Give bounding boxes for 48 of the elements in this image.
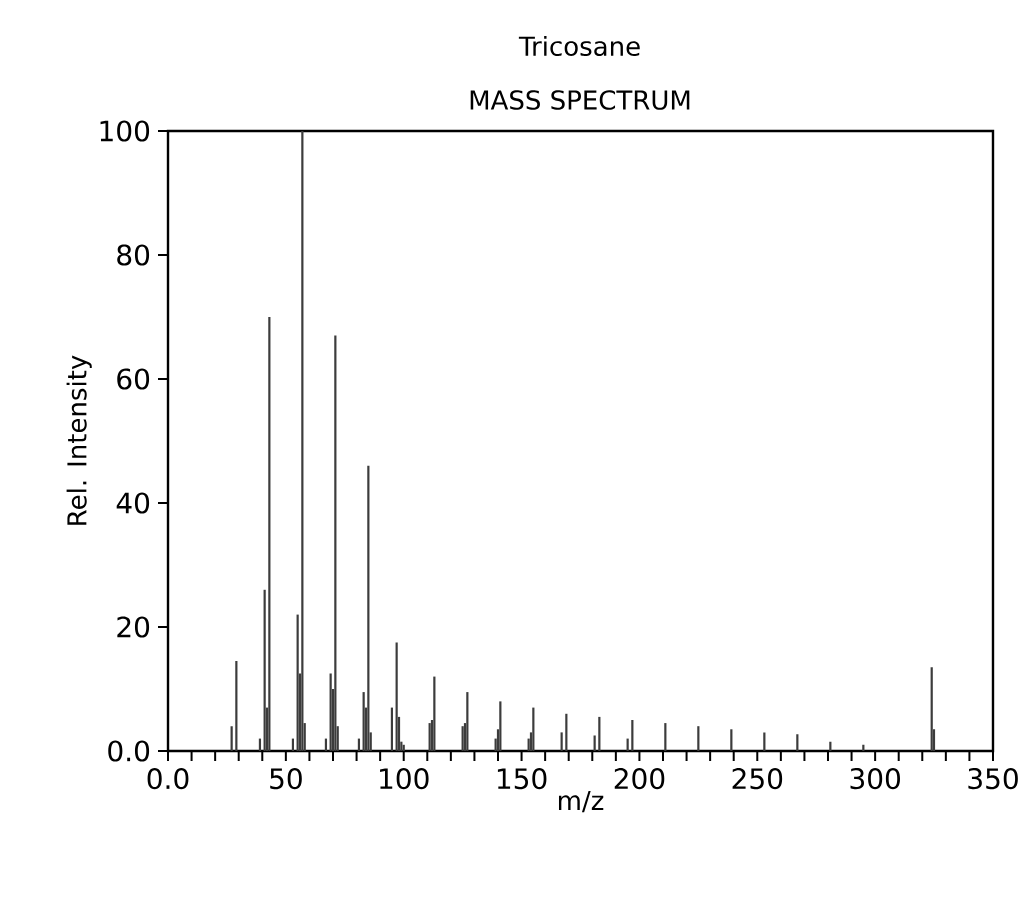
chart-subtitle: MASS SPECTRUM xyxy=(470,90,690,110)
bar xyxy=(664,723,667,751)
bar xyxy=(390,707,394,751)
y-tick-label: 60 xyxy=(117,368,150,390)
y-tick-label: 20 xyxy=(117,616,150,638)
bar xyxy=(296,614,299,751)
y-tick-label: 100 xyxy=(100,120,150,142)
x-tick-label: 250 xyxy=(732,768,783,790)
bar xyxy=(930,667,933,751)
bar xyxy=(268,316,271,751)
bar xyxy=(560,732,563,751)
bar xyxy=(730,729,733,751)
x-axis-title: m/z xyxy=(558,790,604,813)
bar xyxy=(461,726,464,751)
chart-title: Tricosane xyxy=(518,35,640,57)
bar xyxy=(763,732,766,751)
x-tick-label: 200 xyxy=(614,768,665,790)
bar xyxy=(367,465,370,751)
bar xyxy=(466,692,469,751)
bar xyxy=(796,734,799,751)
bar xyxy=(301,130,304,751)
x-tick-label: 0.0 xyxy=(147,768,189,790)
y-axis-title: Rel. Intensity xyxy=(66,355,92,525)
x-tick-label: 100 xyxy=(380,768,429,790)
bar xyxy=(263,589,266,751)
bar xyxy=(593,735,596,751)
bar xyxy=(329,673,332,751)
bar xyxy=(433,676,436,751)
bar xyxy=(565,713,568,751)
bar xyxy=(829,741,832,751)
y-tick-label: 80 xyxy=(117,244,150,266)
bar xyxy=(428,723,431,751)
y-tick-label: 40 xyxy=(116,492,150,514)
bar xyxy=(235,661,238,751)
bar xyxy=(230,726,233,751)
bar xyxy=(395,642,398,751)
bar xyxy=(362,692,365,751)
bar xyxy=(697,726,700,751)
bar xyxy=(532,707,535,751)
bar xyxy=(334,335,337,751)
y-tick-label: 0.0 xyxy=(108,740,150,762)
x-tick-label: 350 xyxy=(968,768,1018,790)
x-tick-label: 300 xyxy=(850,768,900,790)
x-tick-label: 150 xyxy=(497,768,547,790)
bar xyxy=(499,701,502,751)
bar xyxy=(598,716,601,751)
x-tick-label: 50 xyxy=(270,768,302,790)
bar xyxy=(631,719,634,751)
